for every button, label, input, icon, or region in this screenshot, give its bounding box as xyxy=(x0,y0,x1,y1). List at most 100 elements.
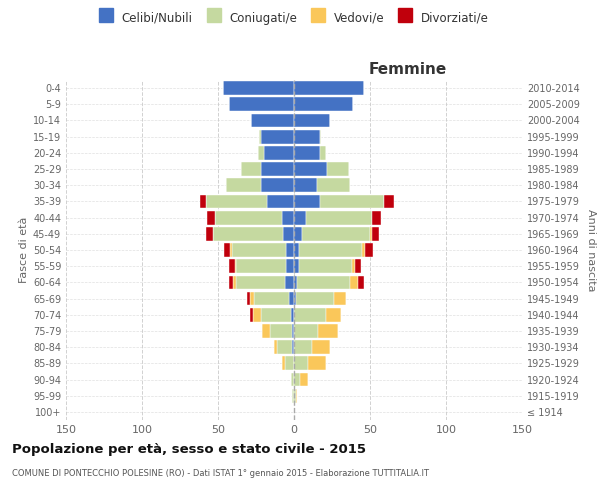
Bar xyxy=(200,194,206,208)
Bar xyxy=(251,114,294,128)
Text: COMUNE DI PONTECCHIO POLESINE (RO) - Dati ISTAT 1° gennaio 2015 - Elaborazione T: COMUNE DI PONTECCHIO POLESINE (RO) - Dat… xyxy=(12,469,429,478)
Bar xyxy=(294,340,312,354)
Bar xyxy=(257,146,263,160)
Bar xyxy=(294,210,306,224)
Text: Popolazione per età, sesso e stato civile - 2015: Popolazione per età, sesso e stato civil… xyxy=(12,442,366,456)
Bar xyxy=(326,308,341,322)
Bar xyxy=(334,292,346,306)
Bar xyxy=(294,81,364,95)
Bar xyxy=(292,324,294,338)
Bar xyxy=(285,276,294,289)
Bar xyxy=(294,260,299,273)
Bar xyxy=(223,81,294,95)
Bar xyxy=(328,162,349,176)
Bar xyxy=(214,227,283,240)
Bar xyxy=(260,178,294,192)
Bar xyxy=(263,146,294,160)
Bar xyxy=(299,243,362,257)
Bar xyxy=(312,340,331,354)
Bar xyxy=(283,227,294,240)
Bar xyxy=(294,276,297,289)
Bar xyxy=(236,260,286,273)
Bar xyxy=(296,389,297,402)
Bar xyxy=(294,292,296,306)
Bar xyxy=(371,210,380,224)
Bar xyxy=(383,194,394,208)
Bar xyxy=(250,292,254,306)
Bar xyxy=(229,276,233,289)
Bar xyxy=(235,260,236,273)
Bar xyxy=(294,130,320,143)
Bar xyxy=(230,243,232,257)
Bar xyxy=(355,260,361,273)
Bar xyxy=(365,243,373,257)
Bar xyxy=(282,356,285,370)
Bar xyxy=(320,130,322,143)
Bar xyxy=(292,340,294,354)
Bar xyxy=(226,178,260,192)
Bar xyxy=(277,340,292,354)
Bar xyxy=(232,243,286,257)
Y-axis label: Fasce di età: Fasce di età xyxy=(19,217,29,283)
Bar xyxy=(317,178,350,192)
Bar xyxy=(371,227,379,240)
Bar xyxy=(300,372,308,386)
Bar xyxy=(302,227,370,240)
Bar xyxy=(294,178,317,192)
Bar xyxy=(274,340,277,354)
Bar xyxy=(285,356,294,370)
Bar xyxy=(206,194,266,208)
Bar xyxy=(294,194,320,208)
Bar xyxy=(294,372,300,386)
Bar xyxy=(259,130,260,143)
Bar xyxy=(229,98,294,111)
Bar xyxy=(297,276,350,289)
Bar xyxy=(320,146,326,160)
Bar xyxy=(294,98,353,111)
Bar xyxy=(294,243,299,257)
Bar xyxy=(291,308,294,322)
Bar xyxy=(208,210,215,224)
Bar xyxy=(294,227,302,240)
Bar xyxy=(352,260,355,273)
Bar xyxy=(286,260,294,273)
Legend: Celibi/Nubili, Coniugati/e, Vedovi/e, Divorziati/e: Celibi/Nubili, Coniugati/e, Vedovi/e, Di… xyxy=(95,8,493,28)
Bar xyxy=(282,210,294,224)
Bar xyxy=(233,276,236,289)
Bar xyxy=(260,308,291,322)
Bar xyxy=(289,292,294,306)
Bar xyxy=(291,372,294,386)
Bar xyxy=(247,292,250,306)
Bar xyxy=(215,210,282,224)
Bar xyxy=(294,162,328,176)
Bar xyxy=(229,260,235,273)
Bar xyxy=(294,114,331,128)
Bar xyxy=(294,356,308,370)
Y-axis label: Anni di nascita: Anni di nascita xyxy=(586,209,596,291)
Bar xyxy=(266,194,294,208)
Bar xyxy=(350,276,358,289)
Bar xyxy=(253,308,260,322)
Bar xyxy=(358,276,364,289)
Bar xyxy=(260,162,294,176)
Bar xyxy=(260,130,294,143)
Bar xyxy=(299,260,352,273)
Bar xyxy=(306,210,371,224)
Bar xyxy=(224,243,230,257)
Bar xyxy=(262,324,269,338)
Bar xyxy=(370,227,371,240)
Bar xyxy=(294,324,319,338)
Bar xyxy=(294,146,320,160)
Bar xyxy=(241,162,260,176)
Text: Femmine: Femmine xyxy=(369,62,447,76)
Bar xyxy=(296,292,334,306)
Bar xyxy=(308,356,326,370)
Bar xyxy=(250,308,253,322)
Bar xyxy=(292,389,294,402)
Bar xyxy=(269,324,292,338)
Bar xyxy=(294,389,296,402)
Bar xyxy=(206,227,214,240)
Bar xyxy=(362,243,365,257)
Bar xyxy=(319,324,338,338)
Bar xyxy=(254,292,289,306)
